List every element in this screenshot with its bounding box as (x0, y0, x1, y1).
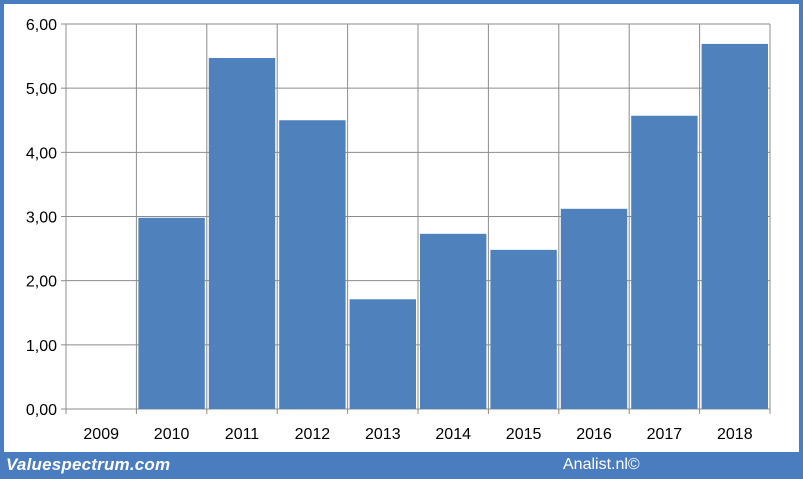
bar-2013 (349, 299, 416, 409)
bar-2017 (631, 115, 698, 409)
y-tick-label: 1,00 (26, 338, 57, 355)
y-tick-label: 3,00 (26, 210, 57, 227)
y-tick-label: 4,00 (26, 145, 57, 162)
bar-2015 (490, 249, 557, 409)
x-tick-label: 2009 (83, 426, 119, 443)
source-watermark-right: Analist.nl© (563, 456, 640, 473)
x-tick-label: 2016 (576, 426, 612, 443)
x-tick-label: 2011 (225, 426, 260, 443)
y-tick-label: 6,00 (26, 17, 57, 34)
x-tick-label: 2012 (295, 426, 331, 443)
bar-2012 (279, 120, 346, 409)
x-tick-label: 2013 (365, 426, 401, 443)
bar-2016 (560, 208, 628, 409)
y-tick-label: 2,00 (26, 274, 57, 291)
x-tick-label: 2017 (647, 426, 683, 443)
source-watermark-left: Valuespectrum.com (6, 455, 171, 474)
x-tick-label: 2014 (435, 426, 471, 443)
bar-2014 (420, 233, 487, 409)
bar-2010 (138, 217, 205, 409)
x-tick-label: 2018 (717, 426, 753, 443)
bar-2018 (701, 43, 768, 410)
x-tick-label: 2015 (506, 426, 542, 443)
bar-chart: 0,00 1,00 2,00 3,00 4,00 5,00 6,00 2009 2010 2011… (26, 17, 771, 443)
y-tick-label: 5,00 (26, 81, 57, 98)
chart-frame: 0,00 1,00 2,00 3,00 4,00 5,00 6,00 2009 2010 2011… (4, 4, 799, 452)
bar-2011 (208, 58, 276, 410)
x-tick-label: 2010 (154, 426, 190, 443)
y-tick-label: 0,00 (26, 402, 57, 419)
